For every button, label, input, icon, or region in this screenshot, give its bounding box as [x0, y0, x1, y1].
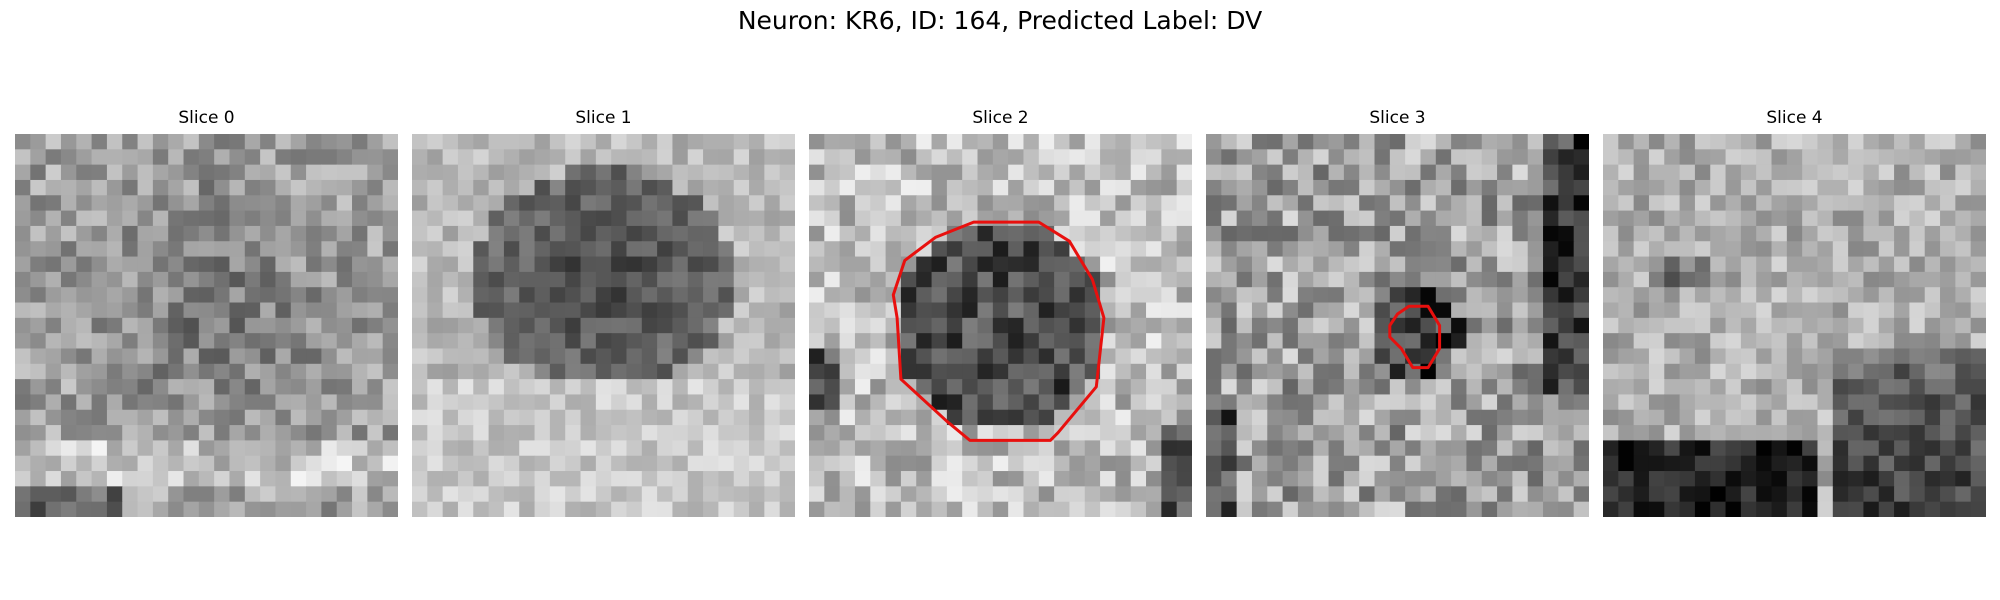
- slice-pixels-4: [1603, 134, 1986, 517]
- slice-pixels-0: [15, 134, 398, 517]
- figure-title: Neuron: KR6, ID: 164, Predicted Label: D…: [737, 6, 1263, 35]
- panel-title-slice-3: Slice 3: [1369, 108, 1426, 128]
- panel-title-slice-1: Slice 1: [575, 108, 632, 128]
- roi-contour-slice-3: [1388, 304, 1442, 370]
- panel-title-slice-4: Slice 4: [1766, 108, 1823, 128]
- roi-contour-slice-2: [891, 220, 1106, 442]
- slice-image-4: [1603, 134, 1986, 517]
- slice-image-2: [809, 134, 1192, 517]
- slice-pixels-1: [412, 134, 795, 517]
- slice-pixels-2: [809, 134, 1192, 517]
- panel-title-slice-2: Slice 2: [972, 108, 1029, 128]
- slice-image-3: [1206, 134, 1589, 517]
- panel-title-slice-0: Slice 0: [178, 108, 235, 128]
- slice-image-1: [412, 134, 795, 517]
- slice-pixels-3: [1206, 134, 1589, 517]
- slice-image-0: [15, 134, 398, 517]
